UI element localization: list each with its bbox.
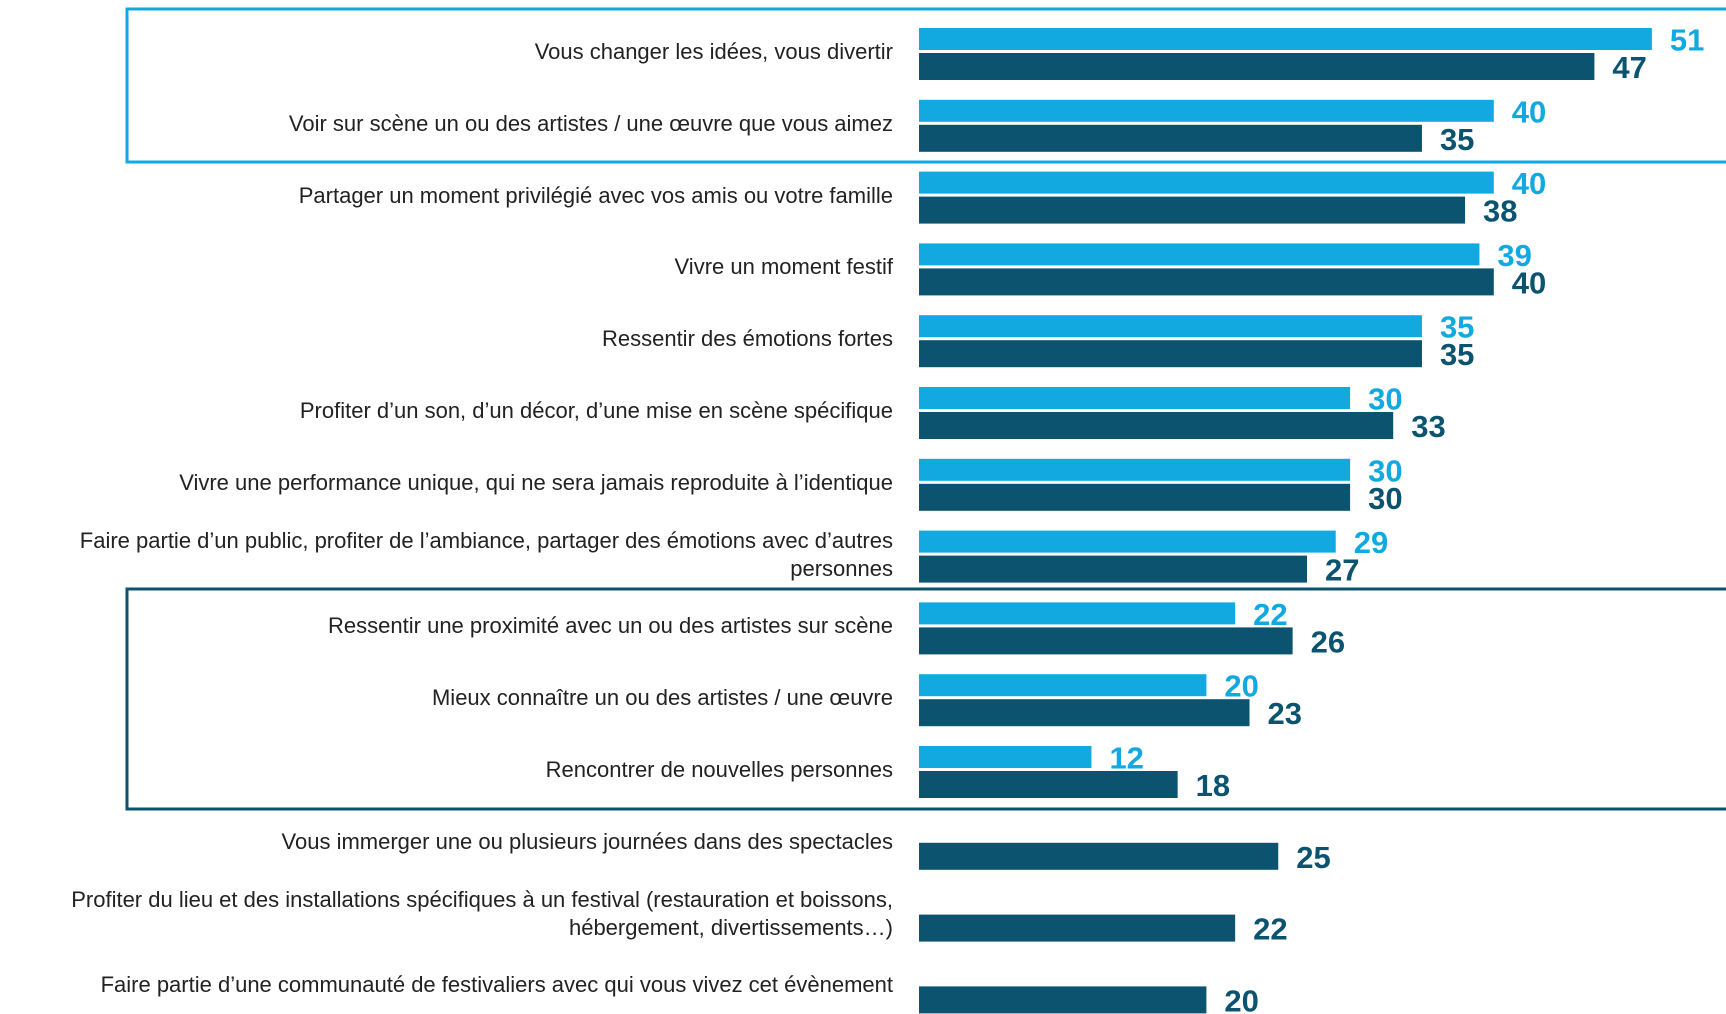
value-label: 47 [1612, 50, 1646, 85]
bar [919, 771, 1178, 798]
bar [919, 243, 1480, 266]
value-label: 29 [1354, 525, 1388, 560]
value-label: 38 [1483, 194, 1517, 229]
value-label: 25 [1296, 840, 1330, 875]
bar [919, 268, 1494, 296]
bar [919, 28, 1652, 50]
category-label: Partager un moment privilégié avec vos a… [298, 182, 893, 208]
value-label: 30 [1368, 481, 1402, 516]
bar [919, 196, 1466, 224]
bar [919, 53, 1595, 80]
category-label: Vous changer les idées, vous divertir [534, 39, 893, 64]
category-label: Mieux connaître un ou des artistes / une… [431, 685, 893, 711]
category-label: Vivre un moment festif [674, 254, 893, 280]
bar [919, 171, 1494, 194]
bar [919, 627, 1293, 655]
value-label: 40 [1512, 166, 1546, 201]
value-label: 26 [1311, 624, 1345, 659]
bar [919, 483, 1351, 511]
value-label: 22 [1253, 912, 1287, 947]
value-label: 23 [1268, 696, 1302, 731]
bar [919, 530, 1336, 553]
category-label: Faire partie d’une communauté de festiva… [100, 972, 893, 998]
category-label: Profiter d’un son, d’un décor, d’une mis… [299, 398, 893, 423]
value-label: 35 [1440, 122, 1474, 157]
bar [919, 99, 1494, 122]
value-label: 22 [1253, 597, 1287, 632]
category-label: Rencontrer de nouvelles personnes [545, 757, 893, 782]
category-label: Profiter du lieu et des installations sp… [71, 886, 893, 940]
bar [919, 387, 1351, 409]
bar [919, 412, 1394, 439]
category-label: Ressentir des émotions fortes [601, 326, 893, 352]
value-label: 12 [1109, 741, 1143, 776]
bar [919, 124, 1422, 152]
bar [919, 746, 1092, 768]
bar [919, 914, 1236, 942]
value-label: 35 [1440, 337, 1474, 372]
highlight-box [125, 7, 1726, 164]
value-label: 40 [1512, 265, 1546, 300]
bar [919, 842, 1279, 870]
category-label: Vous immerger une ou plusieurs journées … [281, 828, 893, 854]
category-label: Faire partie d’un public, profiter de l’… [79, 527, 893, 581]
category-label: Ressentir une proximité avec un ou des a… [328, 613, 893, 639]
bar [919, 602, 1236, 625]
bar [919, 555, 1307, 583]
category-label: Voir sur scène un ou des artistes / une … [288, 110, 893, 136]
value-label: 30 [1368, 382, 1402, 417]
value-label: 51 [1670, 23, 1704, 58]
value-label: 30 [1368, 453, 1402, 488]
value-label: 27 [1325, 553, 1359, 588]
value-label: 20 [1224, 669, 1258, 704]
bar [919, 699, 1250, 727]
value-label: 33 [1411, 409, 1445, 444]
value-label: 35 [1440, 310, 1474, 345]
bar [919, 986, 1207, 1014]
bar [919, 315, 1422, 338]
value-label: 39 [1497, 238, 1531, 273]
category-label: Vivre une performance unique, qui ne ser… [179, 469, 893, 495]
highlight-box [125, 587, 1726, 811]
value-label: 18 [1196, 768, 1230, 803]
bar [919, 674, 1207, 697]
bar [919, 458, 1351, 481]
value-label: 20 [1224, 983, 1258, 1014]
bar [919, 340, 1422, 368]
value-label: 40 [1512, 94, 1546, 129]
